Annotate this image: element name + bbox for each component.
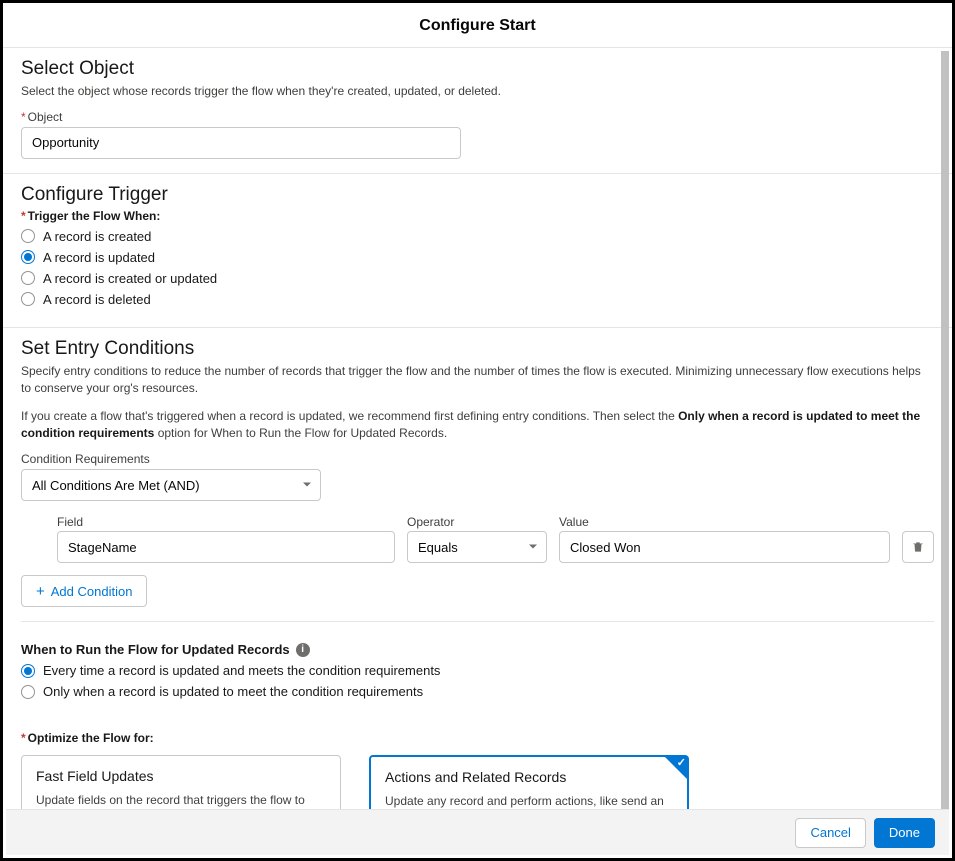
radio-icon — [21, 664, 35, 678]
trigger-option-created[interactable]: A record is created — [21, 229, 934, 244]
condition-requirements-select[interactable]: All Conditions Are Met (AND) — [21, 469, 321, 501]
select-object-desc: Select the object whose records trigger … — [21, 83, 934, 100]
radio-icon — [21, 685, 35, 699]
add-condition-button[interactable]: + Add Condition — [21, 575, 147, 607]
optimize-label: Optimize the Flow for: — [21, 731, 934, 745]
plus-icon: + — [36, 583, 45, 600]
radio-label: Every time a record is updated and meets… — [43, 663, 440, 678]
optimize-card-actions[interactable]: Actions and Related Records Update any r… — [369, 755, 689, 813]
radio-label: A record is created or updated — [43, 271, 217, 286]
cancel-button[interactable]: Cancel — [795, 818, 865, 848]
chevron-down-icon — [528, 540, 538, 555]
object-label: Object — [21, 110, 934, 124]
operator-column-label: Operator — [407, 515, 547, 529]
optimize-row: Fast Field Updates Update fields on the … — [21, 755, 934, 813]
chevron-down-icon — [302, 478, 312, 493]
radio-icon — [21, 292, 35, 306]
optimize-card-fast-field[interactable]: Fast Field Updates Update fields on the … — [21, 755, 341, 813]
when-option-only-when[interactable]: Only when a record is updated to meet th… — [21, 684, 934, 699]
divider — [21, 621, 934, 622]
condition-requirements-label: Condition Requirements — [21, 452, 934, 466]
configure-trigger-title: Configure Trigger — [21, 184, 934, 206]
delete-condition-button[interactable] — [902, 531, 934, 563]
trigger-when-label: Trigger the Flow When: — [21, 209, 934, 223]
when-option-every-time[interactable]: Every time a record is updated and meets… — [21, 663, 934, 678]
radio-icon — [21, 250, 35, 264]
dialog-header: Configure Start — [3, 3, 952, 48]
optimize-card-title: Actions and Related Records — [385, 769, 673, 785]
select-object-title: Select Object — [21, 58, 934, 80]
optimize-card-title: Fast Field Updates — [36, 768, 326, 784]
radio-label: A record is created — [43, 229, 151, 244]
entry-conditions-para2: If you create a flow that's triggered wh… — [21, 408, 934, 443]
condition-operator-select[interactable]: Equals — [407, 531, 547, 563]
condition-value-input[interactable] — [559, 531, 890, 563]
condition-row: Field Operator Equals Value — [21, 515, 934, 563]
entry-conditions-title: Set Entry Conditions — [21, 338, 934, 360]
dialog-title: Configure Start — [419, 17, 535, 34]
dialog-content: Select Object Select the object whose re… — [3, 48, 952, 813]
object-input[interactable] — [21, 127, 461, 159]
radio-icon — [21, 271, 35, 285]
trigger-when-group: A record is created A record is updated … — [21, 229, 934, 307]
select-object-section: Select Object Select the object whose re… — [3, 48, 952, 174]
entry-conditions-para1: Specify entry conditions to reduce the n… — [21, 363, 934, 398]
trash-icon — [911, 540, 925, 554]
info-icon[interactable]: i — [296, 643, 310, 657]
scrollbar-thumb[interactable] — [941, 51, 949, 809]
radio-label: Only when a record is updated to meet th… — [43, 684, 423, 699]
when-to-run-group: Every time a record is updated and meets… — [21, 663, 934, 699]
radio-icon — [21, 229, 35, 243]
configure-trigger-section: Configure Trigger Trigger the Flow When:… — [3, 174, 952, 328]
dialog-footer: Cancel Done — [6, 809, 949, 855]
radio-label: A record is updated — [43, 250, 155, 265]
trigger-option-deleted[interactable]: A record is deleted — [21, 292, 934, 307]
condition-field-input[interactable] — [57, 531, 395, 563]
entry-conditions-section: Set Entry Conditions Specify entry condi… — [3, 328, 952, 813]
radio-label: A record is deleted — [43, 292, 151, 307]
field-column-label: Field — [57, 515, 395, 529]
when-to-run-heading: When to Run the Flow for Updated Records… — [21, 642, 934, 657]
trigger-option-updated[interactable]: A record is updated — [21, 250, 934, 265]
trigger-option-created-updated[interactable]: A record is created or updated — [21, 271, 934, 286]
value-column-label: Value — [559, 515, 890, 529]
done-button[interactable]: Done — [874, 818, 935, 848]
